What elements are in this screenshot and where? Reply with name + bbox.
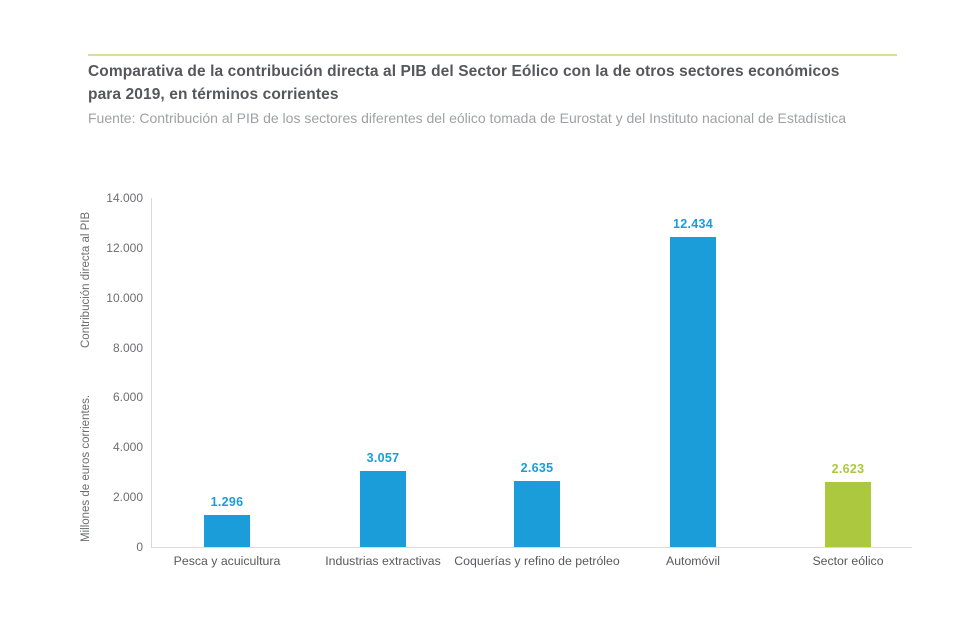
y-tick-label: 6.000 [112,390,143,405]
x-category-label: Automóvil [666,554,720,568]
x-axis-line [151,547,912,548]
bar-value-label: 2.635 [520,461,554,475]
y-tick-label: 14.000 [106,191,143,205]
bar-value-label: 2.623 [831,462,865,476]
x-category-label: Sector eólico [812,554,884,568]
y-tick-label: 0 [136,540,143,554]
x-category-label: Coquerías y refino de petróleo [454,554,620,568]
bar-5 [825,482,871,547]
bar-3 [514,481,560,547]
chart-title: Comparativa de la contribución directa a… [88,63,840,103]
bar-4 [670,237,716,547]
bar-1 [204,515,250,547]
y-tick-label: 12.000 [106,240,143,255]
bar-value-label: 1.296 [210,495,244,509]
bar-value-label: 12.434 [672,217,714,231]
y-tick-label: 10.000 [106,290,143,305]
chart-source: Fuente: Contribución al PIB de los secto… [88,110,846,126]
y-tick-label: 2.000 [112,490,143,505]
x-category-label: Industrias extractivas [325,554,441,568]
x-category-label: Pesca y acuicultura [173,554,281,568]
bar-value-label: 3.057 [366,451,400,465]
y-axis-line [151,198,152,548]
bar-2 [360,471,406,547]
y-tick-label: 4.000 [112,440,143,455]
y-tick-label: 8.000 [112,340,143,355]
accent-rule [88,54,897,56]
y-axis-label-bottom: Millones de euros corrientes. [80,395,92,543]
y-axis-label-top: Contribución directa al PIB [80,211,92,348]
